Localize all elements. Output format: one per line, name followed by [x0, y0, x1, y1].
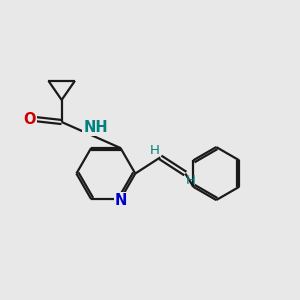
Text: O: O [24, 112, 36, 127]
Text: NH: NH [83, 120, 108, 135]
Text: H: H [150, 144, 160, 158]
Text: H: H [186, 173, 196, 187]
Text: N: N [114, 193, 127, 208]
